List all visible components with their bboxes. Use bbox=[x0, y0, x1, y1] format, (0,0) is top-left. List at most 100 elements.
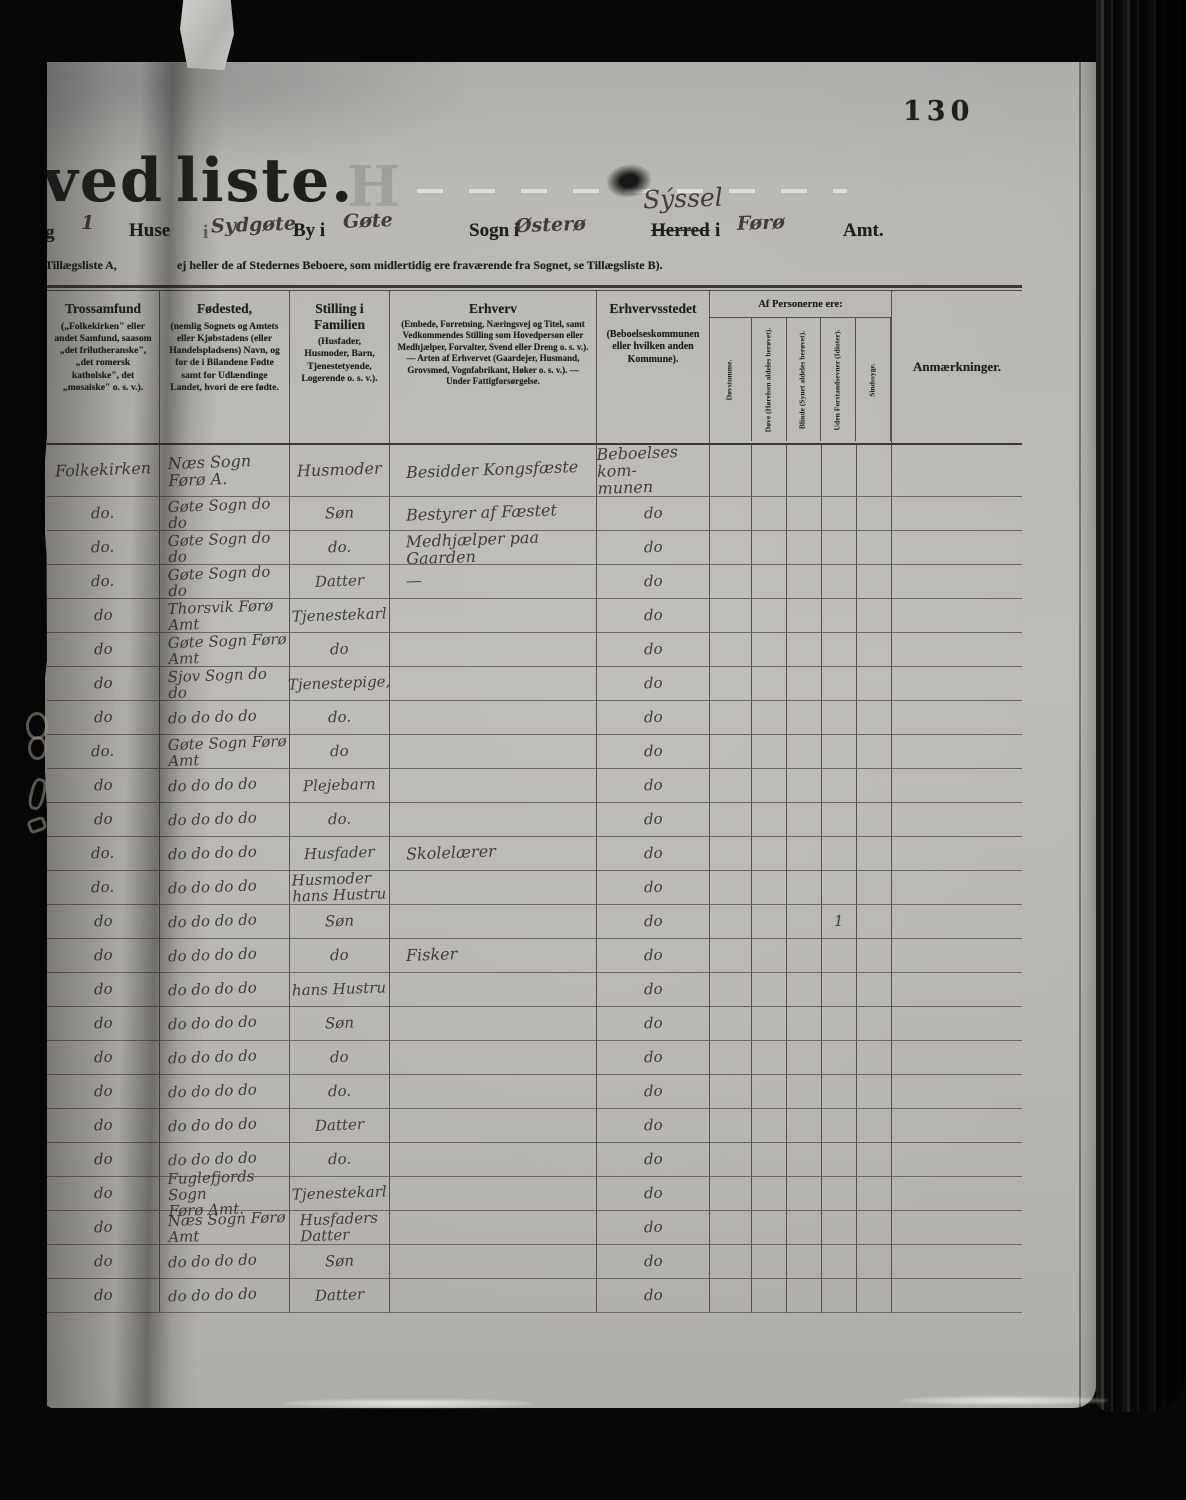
cell-stilling: Søn bbox=[290, 905, 390, 939]
cell-trossamfund: Folkekirken bbox=[47, 445, 160, 497]
cell-uden-forstandsevner bbox=[822, 769, 857, 803]
cell-dovstumme bbox=[710, 973, 752, 1007]
cell-erhverv: Besidder Kongsfæste bbox=[390, 445, 597, 497]
page-edge-shade bbox=[1081, 62, 1096, 1408]
page-edge-line bbox=[1079, 62, 1081, 1408]
col-header-erhverv: Erhverv (Embede, Forretning, Næringsvej … bbox=[390, 291, 597, 443]
cell-uden-forstandsevner bbox=[822, 497, 857, 531]
cell-blinde bbox=[787, 1245, 822, 1279]
cell-trossamfund: do. bbox=[47, 871, 160, 905]
cell-blinde bbox=[787, 837, 822, 871]
cell-sindssyge bbox=[857, 701, 892, 735]
cell-fodested: do do do do bbox=[160, 871, 290, 905]
cell-blinde bbox=[787, 633, 822, 667]
cell-dovstumme bbox=[710, 871, 752, 905]
table-row: do do do do do Plejebarn do bbox=[47, 769, 1022, 803]
cell-dove bbox=[752, 667, 787, 701]
table-row: do do do do do Søn do bbox=[47, 1007, 1022, 1041]
cell-dovstumme bbox=[710, 565, 752, 599]
cell-anmaerkninger bbox=[892, 1075, 1022, 1109]
cell-erhvervsstedet: do bbox=[597, 1041, 710, 1075]
cell-stilling: Søn bbox=[290, 1007, 390, 1041]
cell-anmaerkninger bbox=[892, 803, 1022, 837]
cell-dovstumme bbox=[710, 1143, 752, 1177]
book-page-edges bbox=[1096, 0, 1186, 1412]
cell-uden-forstandsevner bbox=[822, 871, 857, 905]
table-row: do do do do do do. do bbox=[47, 1075, 1022, 1109]
cell-dovstumme bbox=[710, 803, 752, 837]
cell-erhvervsstedet: Beboelses kom- munen bbox=[596, 442, 710, 498]
cell-sindssyge bbox=[857, 837, 892, 871]
cell-uden-forstandsevner bbox=[822, 837, 857, 871]
cell-fodested: Gøte Sogn do do bbox=[160, 528, 290, 566]
cell-dove bbox=[752, 531, 787, 565]
cell-anmaerkninger bbox=[892, 1041, 1022, 1075]
page-number: 130 bbox=[903, 96, 975, 127]
cell-stilling: Plejebarn bbox=[290, 769, 390, 803]
cell-fodested: do do do do bbox=[160, 769, 290, 803]
cell-sindssyge bbox=[857, 531, 892, 565]
cell-anmaerkninger bbox=[892, 1177, 1022, 1211]
cell-fodested: do do do do bbox=[160, 1007, 290, 1041]
cell-trossamfund: do bbox=[47, 633, 160, 667]
cell-erhvervsstedet: do bbox=[597, 769, 710, 803]
cell-erhverv bbox=[390, 905, 597, 939]
cell-sindssyge bbox=[857, 769, 892, 803]
status-column-header: Døve (Hørelsen aldeles berøvet). bbox=[752, 318, 787, 441]
cell-blinde bbox=[787, 531, 822, 565]
table-row: do Gøte Sogn Førø Amt do do bbox=[47, 630, 1022, 668]
cell-erhvervsstedet: do bbox=[597, 599, 710, 633]
cell-blinde bbox=[787, 497, 822, 531]
cell-erhvervsstedet: do bbox=[597, 905, 710, 939]
table-row: do Sjov Sogn do do Tjenestepige, do bbox=[47, 664, 1022, 702]
cell-stilling: hans Hustru bbox=[290, 973, 390, 1007]
cell-dove bbox=[752, 1007, 787, 1041]
instruction-text: ej heller de af Stedernes Beboere, som m… bbox=[177, 258, 663, 272]
cell-dove bbox=[752, 1177, 787, 1211]
cell-fodested: do do do do bbox=[160, 837, 290, 871]
cell-uden-forstandsevner: 1 bbox=[822, 905, 857, 939]
cell-stilling: Husmoder hans Hustru bbox=[290, 869, 390, 905]
cell-trossamfund: do bbox=[47, 905, 160, 939]
cell-dovstumme bbox=[710, 1177, 752, 1211]
cell-trossamfund: do bbox=[47, 973, 160, 1007]
cell-sindssyge bbox=[857, 1007, 892, 1041]
cell-dove bbox=[752, 973, 787, 1007]
cell-anmaerkninger bbox=[892, 837, 1022, 871]
cell-dovstumme bbox=[710, 445, 752, 497]
table-row: do Næs Sogn Førø Amt Husfaders Datter do bbox=[47, 1208, 1022, 1246]
status-column-header: Uden Forstandsevner (Idioter). bbox=[821, 318, 857, 441]
col-header-fodested: Fødested, (nemlig Sognets og Amtets elle… bbox=[160, 291, 290, 443]
cell-fodested: do do do do bbox=[160, 803, 290, 837]
cell-sindssyge bbox=[857, 445, 892, 497]
cell-erhverv bbox=[390, 1075, 597, 1109]
col-header-stilling: Stilling i Familien (Husfader, Husmoder,… bbox=[290, 291, 390, 443]
cell-anmaerkninger bbox=[892, 1007, 1022, 1041]
cell-anmaerkninger bbox=[892, 973, 1022, 1007]
cell-erhverv bbox=[390, 1143, 597, 1177]
cell-fodested: do do do do bbox=[160, 1041, 290, 1075]
cell-sindssyge bbox=[857, 1211, 892, 1245]
cell-fodested: do do do do bbox=[160, 701, 290, 735]
i-label: i bbox=[203, 222, 208, 244]
table-top-rule bbox=[47, 285, 1022, 288]
status-column-headers: Døvstumme. Døve (Hørelsen aldeles berøve… bbox=[710, 318, 892, 441]
cell-dove bbox=[752, 1075, 787, 1109]
cell-erhverv bbox=[390, 1007, 597, 1041]
table-row: Folkekirken Næs Sogn Førø A. Husmoder Be… bbox=[47, 442, 1022, 498]
cell-uden-forstandsevner bbox=[822, 531, 857, 565]
cell-fodested: Næs Sogn Førø A. bbox=[160, 445, 290, 497]
cell-trossamfund: do bbox=[47, 701, 160, 735]
page-edge-highlight bbox=[900, 1396, 1108, 1405]
cell-erhverv bbox=[390, 667, 597, 701]
cell-erhverv bbox=[390, 633, 597, 667]
page-title: vedliste. bbox=[45, 146, 354, 216]
table-row: do do do do do do. do bbox=[47, 803, 1022, 837]
cell-blinde bbox=[787, 445, 822, 497]
table-row: do do do do do do. do bbox=[47, 1143, 1022, 1177]
cell-blinde bbox=[787, 769, 822, 803]
cell-erhvervsstedet: do bbox=[597, 1177, 710, 1211]
cell-stilling: Tjenestekarl bbox=[290, 599, 390, 633]
cell-erhverv bbox=[390, 701, 597, 735]
